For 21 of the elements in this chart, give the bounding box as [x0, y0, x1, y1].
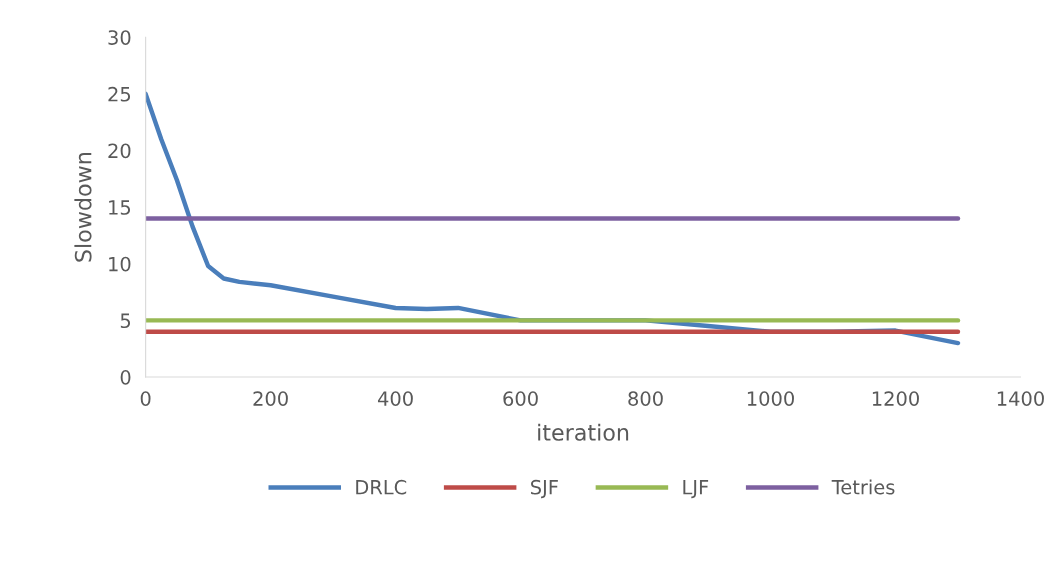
legend-label: Tetries	[831, 479, 895, 495]
y-tick-label: 0	[120, 369, 131, 385]
x-tick-label: 600	[503, 391, 538, 406]
x-tick-label: 1400	[997, 391, 1044, 406]
y-tick-label: 10	[109, 256, 131, 272]
y-axis-title: Slowdown	[74, 153, 92, 262]
x-axis-title: iteration	[538, 423, 629, 441]
x-tick-label: 400	[377, 391, 413, 406]
legend-label: LJF	[683, 480, 709, 499]
y-tick-label: 5	[120, 313, 131, 329]
y-tick-label: 30	[108, 30, 131, 45]
legend-label: SJF	[531, 479, 558, 499]
x-tick-label: 1200	[872, 391, 919, 406]
x-tick-label: 1000	[747, 391, 794, 406]
x-tick-label: 0	[140, 391, 151, 406]
y-tick-label: 20	[108, 143, 131, 159]
y-tick-label: 15	[109, 200, 131, 215]
y-tick-label: 25	[108, 86, 131, 102]
legend-label: DRLC	[356, 479, 407, 495]
x-tick-label: 200	[253, 391, 288, 406]
x-tick-label: 800	[628, 391, 663, 406]
